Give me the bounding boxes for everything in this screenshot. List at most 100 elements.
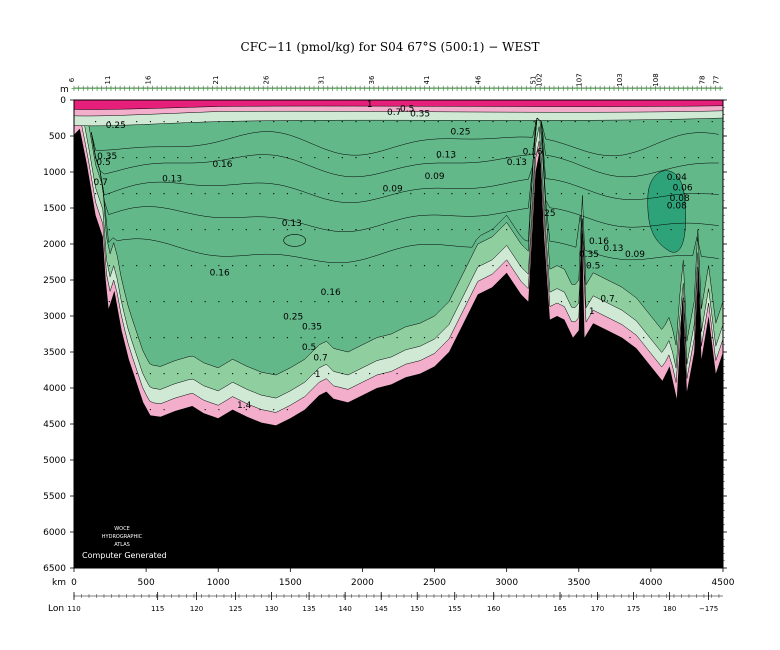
sample-dot [245,337,247,339]
contour-labels: 0.250.350.50.7 0.130.160.130.160.160.250.… [94,100,693,411]
station-marker: + [486,84,493,93]
lon-tick-label: 115 [151,605,164,613]
station-marker: + [366,84,373,93]
sample-dot [382,193,384,195]
sample-dot [697,193,700,195]
station-marker: + [615,84,622,93]
sample-dot [232,193,234,195]
sample-dot [684,157,686,159]
depth-tick-label: 6000 [43,528,66,538]
station-marker: + [560,84,567,93]
depth-tick-label: 500 [49,132,66,142]
sample-dot [259,121,261,123]
station-marker: + [694,84,701,93]
station-marker: + [523,84,530,93]
sample-dot [245,409,247,411]
sample-dot [423,193,426,195]
contour-label: 0.25 [283,313,303,323]
band-green [74,100,723,376]
station-label: 11 [104,76,112,85]
contour-label: 0.5 [302,343,316,353]
station-marker: + [126,84,133,93]
sample-dot [136,265,138,267]
station-marker: + [98,84,105,93]
sample-dot [615,121,617,123]
station-marker: + [421,84,428,93]
contour-label: 0.16 [210,269,230,279]
sample-dot [369,121,371,123]
sample-dot [410,193,412,195]
bathymetry [74,128,723,568]
sample-dot [643,265,645,267]
sample-dot [656,265,659,267]
lon-tick-label: 140 [338,605,351,613]
sample-dot [177,157,179,159]
sample-dot [149,157,151,159]
sample-dot [190,193,193,195]
sample-dot [163,265,165,267]
contour-label: 0.16 [321,288,341,298]
station-marker: + [260,84,267,93]
sample-dot [286,157,288,159]
sample-dot [711,301,713,303]
station-marker: + [477,84,484,93]
contour-label: 0.13 [436,151,456,161]
sample-dot [519,193,522,195]
station-marker: + [149,84,156,93]
sample-dot [506,193,508,195]
station-marker: + [338,84,345,93]
sample-dot [382,121,384,123]
lon-tick-label: 150 [411,605,424,613]
sample-dot [711,121,713,123]
sample-dot [382,157,384,159]
sample-dot [533,157,535,159]
sample-dot [492,121,494,123]
depth-tick-label: 0 [60,96,66,106]
station-marker: + [509,84,516,93]
sample-dot [492,157,494,159]
sample-dot [273,229,275,231]
sample-dot [423,337,426,339]
station-marker: + [675,84,682,93]
sample-dot [328,193,330,195]
lon-tick-label: 155 [448,605,461,613]
sample-dot [95,193,97,195]
sample-dot [163,229,165,231]
sample-dot [369,193,371,195]
sample-dot [670,157,672,159]
sample-dot [108,121,110,123]
sample-dot [355,229,357,231]
sample-dot [314,193,316,195]
sample-dot [328,337,330,339]
station-marker: + [449,84,456,93]
station-marker: + [435,84,442,93]
station-marker: + [320,84,327,93]
sample-dot [232,229,234,231]
lon-tick-label: 110 [67,605,80,613]
station-marker: + [371,84,378,93]
sample-dot [711,337,713,339]
sample-dot [259,229,261,231]
station-marker: + [334,84,341,93]
station-marker: + [131,84,138,93]
sample-dot [382,301,384,303]
sample-dot [163,121,165,123]
sample-dot [149,229,151,231]
sample-dot [355,193,357,195]
sample-dot [355,337,357,339]
sample-dot [136,193,138,195]
station-marker: + [311,84,318,93]
km-tick-label: 500 [138,578,155,588]
sample-dot [286,229,288,231]
station-marker: + [306,84,313,93]
sample-dot [451,229,453,231]
sample-dot [588,121,590,123]
sample-dot [547,229,549,231]
km-tick-label: 1000 [207,578,230,588]
contour-label: 0.09 [383,184,403,194]
station-marker: + [301,84,308,93]
sample-dot [369,229,371,231]
station-marker: + [426,84,433,93]
sample-dot [136,373,138,375]
station-marker: + [288,84,295,93]
